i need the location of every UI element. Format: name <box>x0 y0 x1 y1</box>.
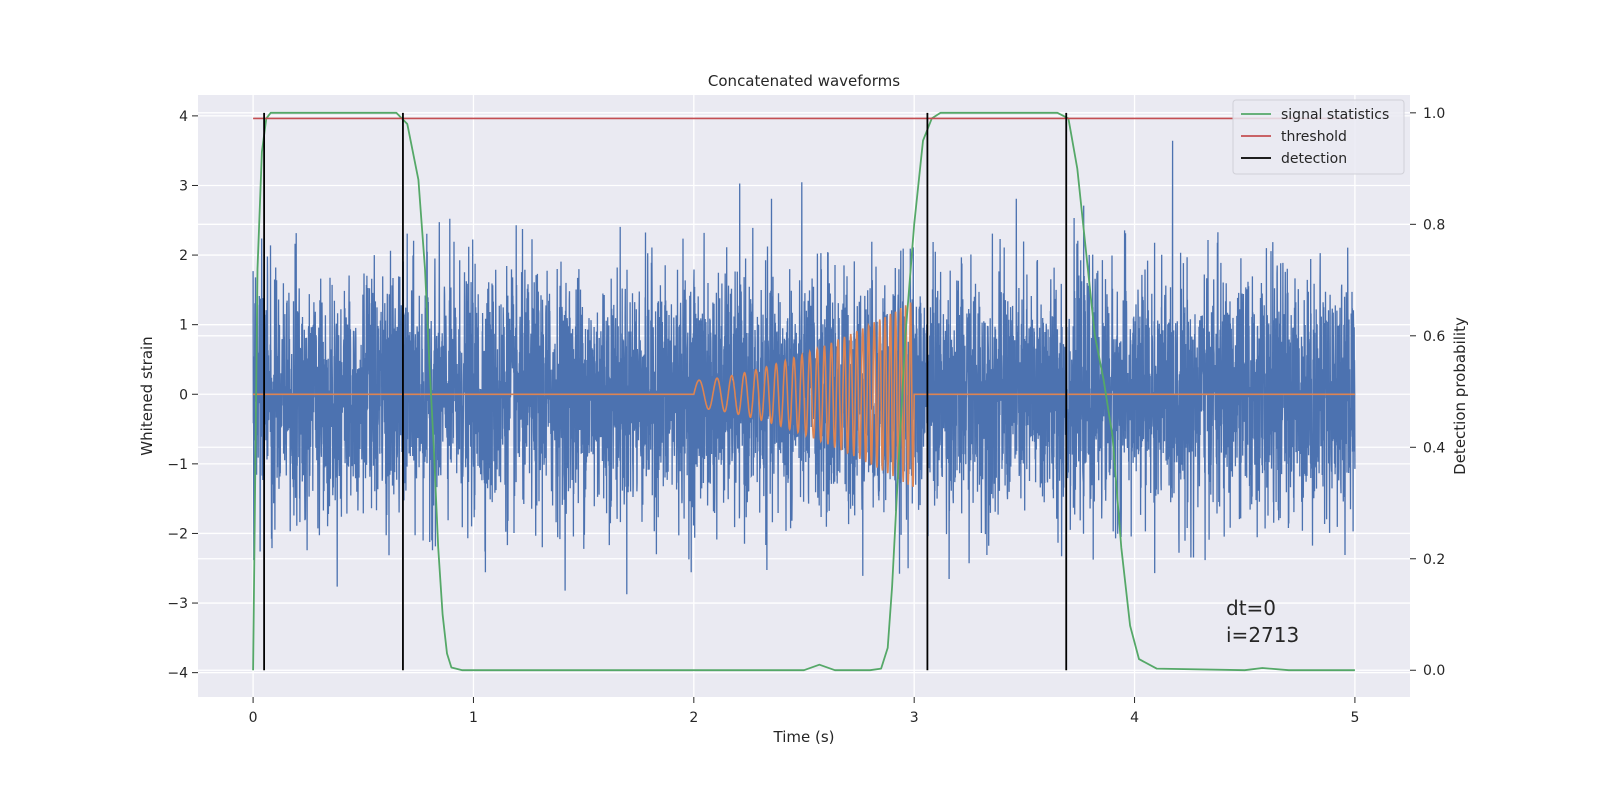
left-axis-ticks: −4 −3 −2 −1 0 1 2 3 4 <box>167 109 198 682</box>
x-tick-label: 2 <box>689 710 698 726</box>
legend-box <box>1232 99 1405 175</box>
chirp-series <box>253 302 1355 487</box>
bottom-axis-ticks: 0 1 2 3 4 5 <box>249 697 1359 726</box>
legend-entry-signal-statistics: signal statistics <box>1281 107 1389 123</box>
y-tick-label: −2 <box>167 526 188 542</box>
x-tick-label: 4 <box>1130 710 1139 726</box>
y2-tick-label: 0.4 <box>1423 440 1445 456</box>
y2-tick-label: 0.2 <box>1423 552 1445 568</box>
y-tick-label: 1 <box>179 318 188 334</box>
right-axis-ticks: 0.0 0.2 0.4 0.6 0.8 1.0 <box>1410 106 1445 679</box>
y-tick-label: 2 <box>179 248 188 264</box>
x-axis-label: Time (s) <box>773 728 835 746</box>
y2-tick-label: 0.8 <box>1423 217 1445 233</box>
x-tick-label: 5 <box>1350 710 1359 726</box>
y-axis-label: Whitened strain <box>138 336 156 455</box>
y-tick-label: 4 <box>179 109 188 125</box>
x-tick-label: 0 <box>249 710 258 726</box>
y-tick-label: −3 <box>167 596 188 612</box>
detection-series <box>263 112 1068 671</box>
annotation-dt: dt=0 <box>1226 596 1276 620</box>
series-layer <box>252 111 1356 672</box>
signal-statistics-series <box>252 111 1355 672</box>
x-tick-label: 3 <box>910 710 919 726</box>
y-tick-label: −1 <box>167 457 188 473</box>
y2-tick-label: 0.6 <box>1423 329 1445 345</box>
y2-tick-label: 0.0 <box>1423 663 1445 679</box>
x-tick-label: 1 <box>469 710 478 726</box>
y-tick-label: 3 <box>179 178 188 194</box>
y-tick-label: −4 <box>167 666 188 682</box>
legend: signal statistics threshold detection <box>1232 99 1405 175</box>
y2-axis-label: Detection probability <box>1451 317 1469 475</box>
chart-title: Concatenated waveforms <box>708 72 900 90</box>
noise-series <box>252 140 1356 595</box>
legend-entry-detection: detection <box>1281 151 1347 167</box>
legend-entry-threshold: threshold <box>1281 129 1347 145</box>
annotation-index: i=2713 <box>1226 623 1299 647</box>
y2-tick-label: 1.0 <box>1423 106 1445 122</box>
y-tick-label: 0 <box>179 387 188 403</box>
